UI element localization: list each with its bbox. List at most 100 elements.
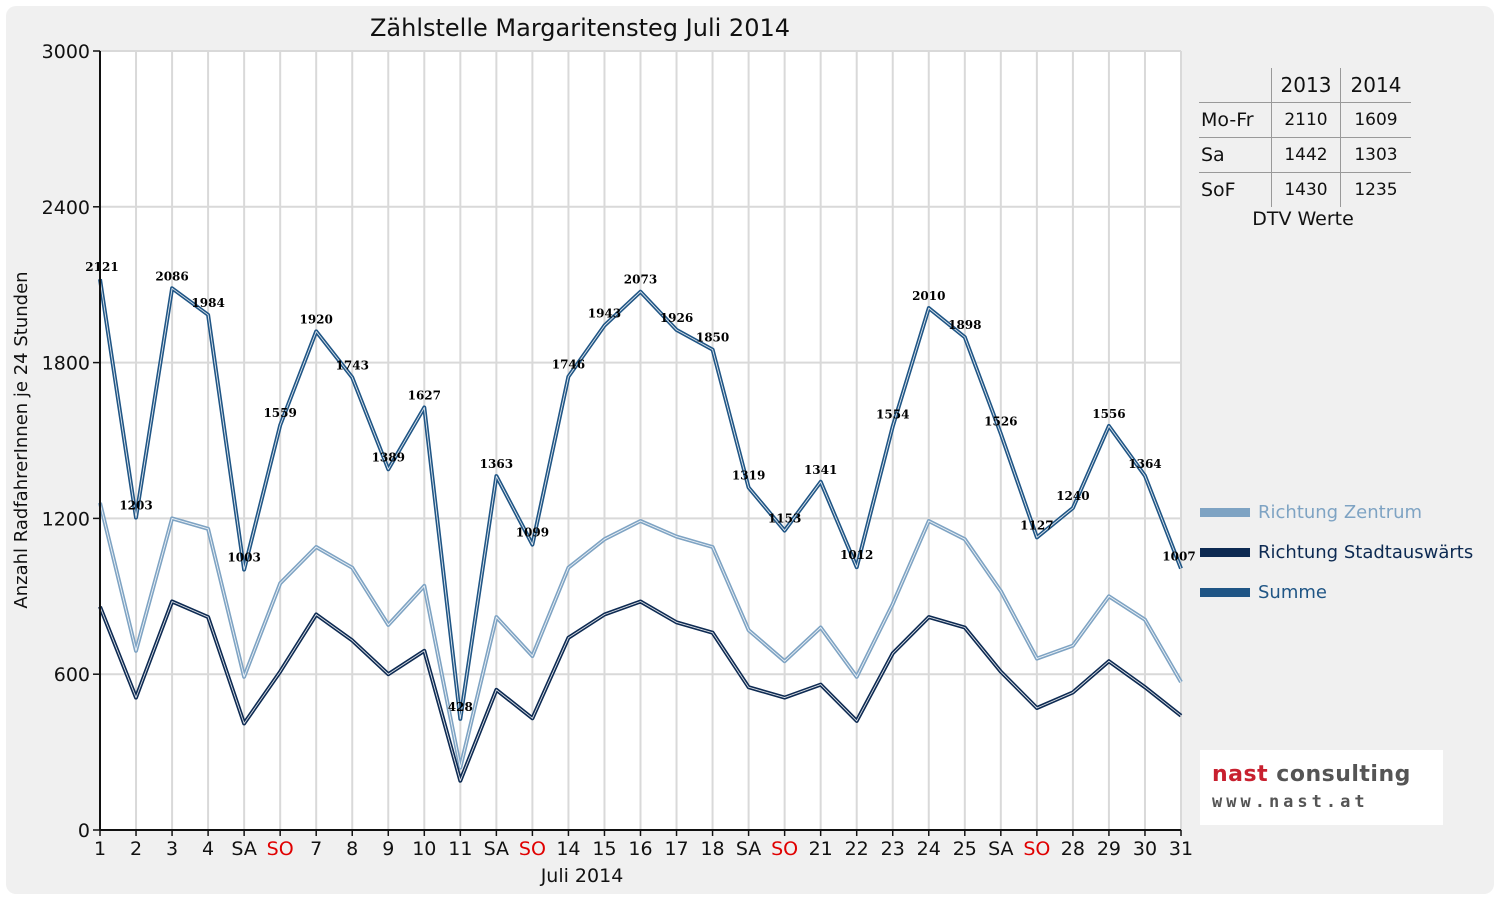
legend-item-summe: Summe	[1200, 572, 1473, 612]
data-label: 1003	[227, 551, 260, 565]
x-tick-label: SA	[988, 838, 1013, 860]
x-tick-label: SO	[771, 838, 798, 860]
dtv-header-2013: 2013	[1271, 68, 1341, 103]
chart-title: Zählstelle Margaritensteg Juli 2014	[369, 14, 791, 42]
logo-wordmark-red: nast	[1212, 762, 1269, 787]
x-tick-label: SO	[1023, 838, 1050, 860]
data-label: 1099	[516, 526, 549, 540]
y-tick-label: 1800	[42, 353, 90, 375]
data-label: 1364	[1128, 457, 1161, 471]
data-label: 1240	[1056, 489, 1089, 503]
y-tick-label: 2400	[42, 197, 90, 219]
x-tick-label: 23	[881, 838, 905, 860]
x-tick-label: 28	[1061, 838, 1085, 860]
data-label: 2086	[155, 269, 188, 283]
data-label: 1627	[408, 389, 441, 403]
data-label: 1012	[840, 548, 873, 562]
x-tick-label: 16	[628, 838, 652, 860]
series-line-highlight	[99, 502, 1182, 769]
legend-swatch	[1200, 547, 1250, 557]
dtv-row-label: Sa	[1199, 137, 1272, 173]
x-tick-label: 9	[382, 838, 394, 860]
data-label: 2010	[912, 289, 945, 303]
x-tick-label: 24	[917, 838, 941, 860]
dtv-header-2014: 2014	[1340, 68, 1411, 103]
data-label: 1319	[732, 468, 765, 482]
y-tick-label: 3000	[42, 41, 90, 63]
data-label: 1920	[299, 312, 332, 326]
x-axis-title: Juli 2014	[540, 865, 624, 887]
dtv-cell-2013: 2110	[1271, 102, 1341, 138]
dtv-cell-2013: 1442	[1271, 137, 1341, 173]
dtv-header-row: 2013 2014	[1199, 68, 1411, 103]
dtv-cell-2014: 1235	[1340, 172, 1411, 207]
x-tick-label: 17	[664, 838, 688, 860]
dtv-caption: DTV Werte	[1252, 208, 1354, 230]
legend-item-stadtauswaerts: Richtung Stadtauswärts	[1200, 532, 1473, 572]
logo-url: www.nast.at	[1212, 792, 1369, 812]
x-tick-label: 29	[1097, 838, 1121, 860]
y-tick-label: 1200	[42, 508, 90, 530]
x-tick-label: 8	[346, 838, 358, 860]
dtv-cell-2014: 1609	[1340, 102, 1411, 138]
dtv-cell-2014: 1303	[1340, 137, 1411, 173]
legend-label: Richtung Zentrum	[1258, 501, 1423, 523]
x-tick-label: 4	[202, 838, 214, 860]
data-label: 1926	[660, 311, 693, 325]
x-tick-label: 30	[1133, 838, 1157, 860]
data-label: 1007	[1162, 550, 1195, 564]
data-label: 1943	[588, 306, 621, 320]
data-label: 1898	[948, 318, 981, 332]
company-logo: nast consulting www.nast.at	[1200, 750, 1443, 825]
dtv-row: Mo-Fr 2110 1609	[1199, 102, 1411, 138]
x-tick-label: SO	[519, 838, 546, 860]
x-tick-label: 18	[700, 838, 724, 860]
x-tick-label: 31	[1169, 838, 1193, 860]
y-axis-title: Anzahl RadfahrerInnen je 24 Stunden	[11, 271, 32, 608]
x-tick-label: 3	[166, 838, 178, 860]
x-tick-label: 1	[94, 838, 106, 860]
x-tick-label: SO	[267, 838, 294, 860]
legend-item-zentrum: Richtung Zentrum	[1200, 492, 1473, 532]
logo-wordmark: nast consulting	[1212, 762, 1411, 787]
data-label: 1341	[804, 463, 837, 477]
x-tick-label: 22	[845, 838, 869, 860]
legend-label: Summe	[1258, 581, 1327, 603]
logo-wordmark-rest: consulting	[1268, 762, 1411, 787]
data-label: 1203	[119, 499, 152, 513]
grid	[100, 50, 1182, 830]
data-label: 1556	[1092, 407, 1125, 421]
legend-swatch	[1200, 507, 1250, 517]
data-label: 1389	[372, 450, 405, 464]
x-tick-label: 11	[448, 838, 472, 860]
x-tick-label: 21	[809, 838, 833, 860]
x-tick-label: 14	[556, 838, 580, 860]
data-label: 1984	[191, 296, 224, 310]
data-label: 1850	[696, 331, 729, 345]
legend-swatch	[1200, 587, 1250, 597]
x-tick-label: 2	[130, 838, 142, 860]
x-tick-label: 10	[412, 838, 436, 860]
x-tick-label: 25	[953, 838, 977, 860]
data-label: 1153	[768, 512, 801, 526]
data-label: 2073	[624, 273, 657, 287]
x-tick-label: 15	[592, 838, 616, 860]
y-tick-label: 0	[78, 820, 90, 842]
data-label: 428	[448, 700, 473, 714]
data-label: 1746	[552, 358, 585, 372]
dtv-cell-2013: 1430	[1271, 172, 1341, 207]
data-label: 1526	[984, 415, 1017, 429]
x-tick-label: SA	[231, 838, 256, 860]
legend: Richtung Zentrum Richtung Stadtauswärts …	[1200, 492, 1473, 612]
series-line-highlight	[99, 601, 1182, 782]
data-label: 1559	[263, 406, 296, 420]
dtv-table: 2013 2014 Mo-Fr 2110 1609 Sa 1442 1303 S…	[1199, 68, 1411, 207]
series-line-highlight	[99, 279, 1182, 720]
x-tick-label: 7	[310, 838, 322, 860]
data-label: 1554	[876, 407, 909, 421]
series-lines	[98, 278, 1183, 783]
data-label: 2121	[85, 260, 118, 274]
